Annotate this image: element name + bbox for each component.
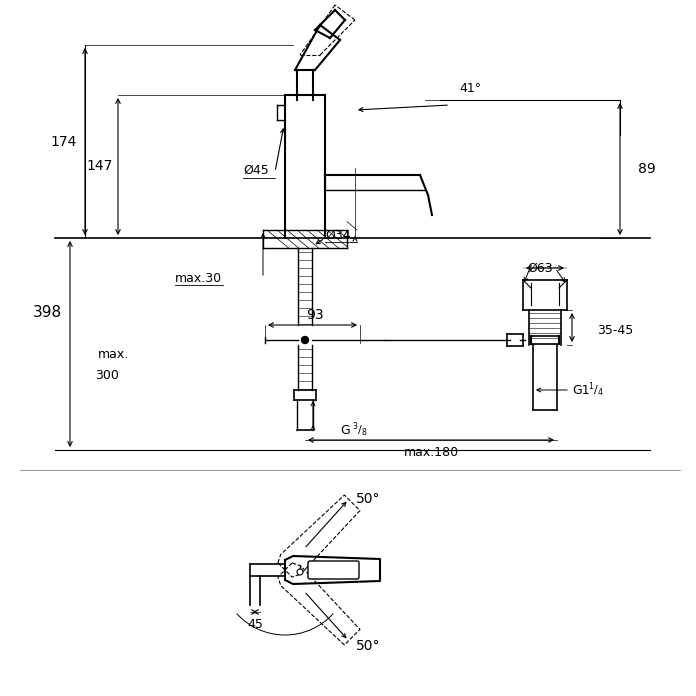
Text: Ø63: Ø63 xyxy=(527,262,553,274)
Text: 50°: 50° xyxy=(356,639,381,653)
Text: 45: 45 xyxy=(247,617,263,631)
Circle shape xyxy=(297,569,303,575)
Text: 147: 147 xyxy=(86,159,113,173)
Text: 300: 300 xyxy=(95,370,119,382)
Text: max.: max. xyxy=(98,348,129,361)
Text: 398: 398 xyxy=(33,305,62,319)
Text: 50°: 50° xyxy=(356,492,381,507)
Text: 41°: 41° xyxy=(459,81,481,95)
Text: Ø34: Ø34 xyxy=(325,228,351,242)
Circle shape xyxy=(301,336,308,344)
Text: max.30: max.30 xyxy=(175,271,222,285)
Text: 35-45: 35-45 xyxy=(597,324,633,336)
Text: $^3/_8$: $^3/_8$ xyxy=(352,421,367,439)
Text: $^1/_4$: $^1/_4$ xyxy=(588,381,603,400)
Text: G: G xyxy=(340,423,350,436)
Text: 174: 174 xyxy=(51,134,77,148)
Text: 89: 89 xyxy=(638,162,656,176)
Text: max.180: max.180 xyxy=(404,445,459,459)
Text: G1: G1 xyxy=(572,383,590,397)
Text: 93: 93 xyxy=(306,308,324,322)
Text: Ø45: Ø45 xyxy=(243,164,269,177)
FancyBboxPatch shape xyxy=(308,561,359,579)
